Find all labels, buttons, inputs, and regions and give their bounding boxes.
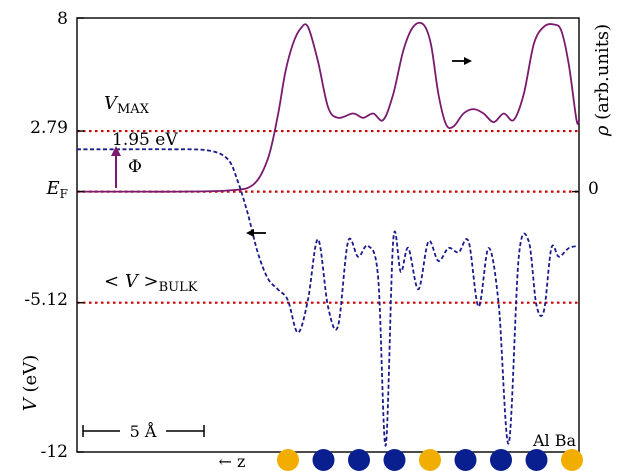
- scale-bar-label: 5 Å: [130, 421, 157, 441]
- atom-4: [419, 449, 441, 471]
- y-tick-label-ef: EF: [46, 178, 68, 201]
- atom-3: [383, 449, 406, 471]
- atom-7: [525, 449, 548, 471]
- bulk-label: < V >BULK: [104, 271, 198, 295]
- series-line-0: [77, 21, 580, 193]
- y-axis-right-label: ρ (arb.units): [592, 24, 613, 137]
- y-tick-label-minus-5.12: -5.12: [24, 290, 68, 310]
- series-layer: [77, 21, 580, 447]
- atom-6: [490, 449, 512, 471]
- atom-0: [277, 449, 299, 471]
- y-tick-label-8: 8: [57, 9, 68, 29]
- atom-1: [312, 449, 335, 471]
- atom-2: [348, 449, 370, 471]
- work-function-label: Φ: [128, 157, 142, 177]
- vmax-label: VMAX: [104, 93, 150, 117]
- y-axis-label: V (eV): [20, 355, 41, 411]
- work-function-arrowhead: [111, 146, 121, 156]
- atom-row: [277, 449, 583, 471]
- atom-labels: Al Ba: [532, 431, 577, 450]
- atom-8: [561, 449, 583, 471]
- left-axis-arrowhead: [246, 229, 254, 237]
- right-axis-arrowhead: [464, 57, 472, 65]
- atom-5: [454, 449, 477, 471]
- y-tick-label-minus-12: -12: [41, 442, 68, 462]
- x-axis-label: ← z: [219, 452, 246, 471]
- barrier-height-label: 1.95 eV: [112, 130, 178, 150]
- y-tick-label-2.79: 2.79: [30, 118, 68, 138]
- series-line-1: [77, 148, 580, 447]
- y-right-tick-label-0: 0: [588, 179, 599, 199]
- tick-marks: [77, 17, 579, 453]
